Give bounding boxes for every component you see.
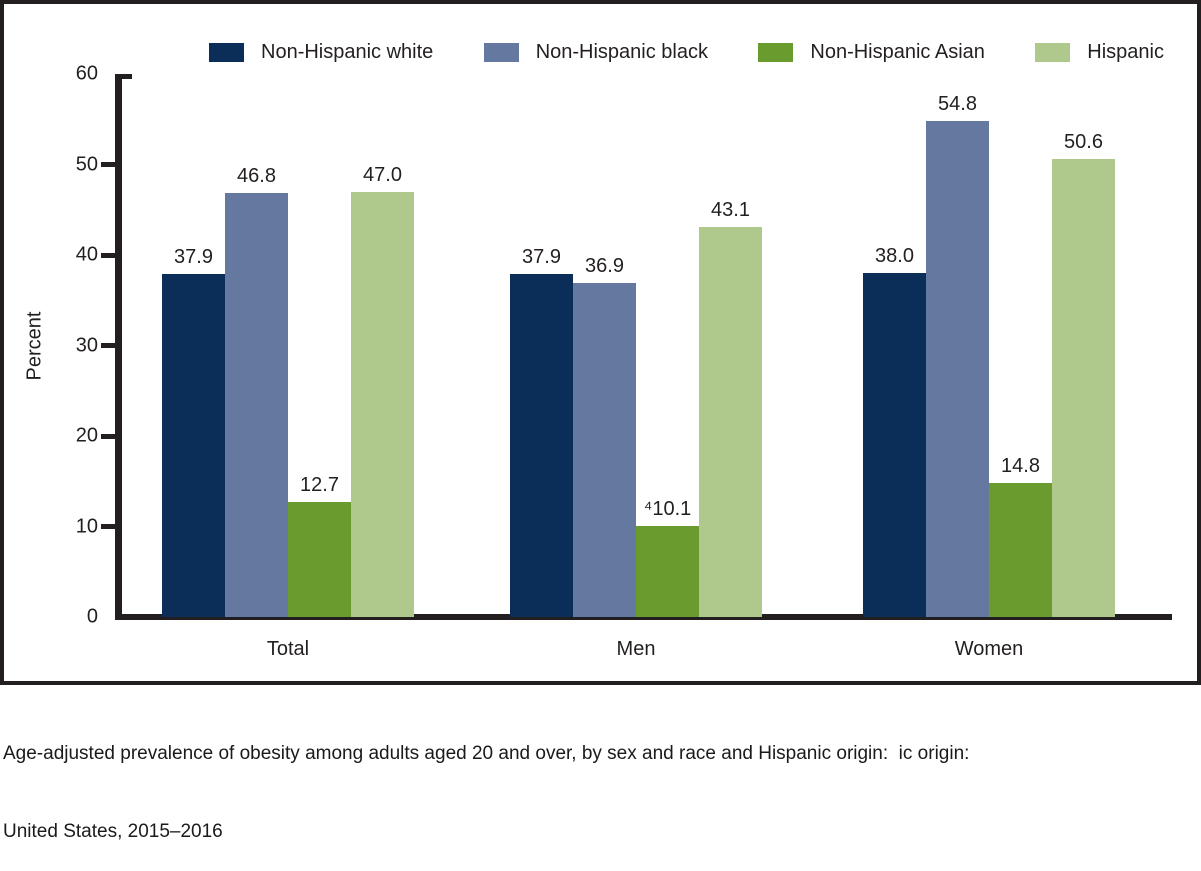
y-axis-tick-label: 10 <box>75 515 98 537</box>
bar-value-label: 14.8 <box>1001 455 1040 478</box>
bar: 50.6 <box>1052 131 1115 617</box>
y-axis-tick-label: 40 <box>75 243 98 266</box>
x-axis-category-label: Total <box>266 638 310 660</box>
bar-group-men: 37.9 36.9 ⁴10.1 43.1 <box>510 74 762 617</box>
legend-item: Non-Hispanic black <box>483 40 708 64</box>
bar-value-label: 37.9 <box>174 246 213 269</box>
legend-swatch-icon <box>1035 42 1071 62</box>
bar-value-label: 54.8 <box>938 93 977 116</box>
bar-value-label: ⁴10.1 <box>643 497 692 520</box>
bar-group-women: 38.0 54.8 14.8 50.6 <box>863 74 1115 617</box>
bar-value-label: 43.1 <box>711 198 750 221</box>
bar: ⁴10.1 <box>636 498 699 617</box>
y-axis-top-cap <box>115 74 132 79</box>
y-axis-tick-label: 50 <box>75 153 98 175</box>
legend-item: Hispanic <box>1035 41 1164 64</box>
legend-swatch-icon <box>483 42 519 62</box>
bar: 43.1 <box>699 199 762 617</box>
legend-item: Non-Hispanic white <box>209 41 433 64</box>
bar: 36.9 <box>573 255 636 617</box>
y-axis-tick-label: 30 <box>75 334 98 356</box>
y-axis-title: Percent <box>23 311 46 380</box>
bar: 37.9 <box>510 246 573 617</box>
bar-value-label: 38.0 <box>875 245 914 268</box>
y-axis-tick-label: 20 <box>75 424 98 447</box>
y-axis-line <box>115 74 122 617</box>
legend-label: Non-Hispanic black <box>535 40 708 63</box>
legend-label: Hispanic <box>1087 40 1164 63</box>
y-axis-tick <box>101 343 115 348</box>
y-axis-tick-label: 0 <box>86 605 98 628</box>
bar-value-label: 47.0 <box>363 163 402 186</box>
bar-value-label: 50.6 <box>1064 131 1103 154</box>
legend-swatch-icon <box>758 42 794 62</box>
bar: 54.8 <box>926 93 989 617</box>
bar-group-total: 37.9 46.8 12.7 47.0 <box>162 74 414 617</box>
x-axis-category-label: Women <box>954 638 1024 660</box>
bar-value-label: 12.7 <box>300 474 339 497</box>
bar: 47.0 <box>351 164 414 617</box>
bar-value-label: 46.8 <box>237 165 276 188</box>
y-axis-tick <box>101 433 115 439</box>
y-axis-tick <box>101 162 115 167</box>
bar: 37.9 <box>162 246 225 617</box>
legend-label: Non-Hispanic Asian <box>810 40 985 63</box>
legend-item: Non-Hispanic Asian <box>758 41 985 64</box>
legend-swatch-icon <box>209 42 244 62</box>
bar-value-label: 36.9 <box>585 255 624 278</box>
y-axis-tick <box>101 524 115 529</box>
bar: 46.8 <box>225 165 288 617</box>
bar: 14.8 <box>989 455 1052 617</box>
bar: 38.0 <box>863 245 926 617</box>
legend-label: Non-Hispanic white <box>261 40 434 63</box>
bar: 12.7 <box>288 474 351 617</box>
chart-frame: Non-Hispanic white Non-Hispanic black Non-… <box>0 0 1201 685</box>
plot-area: Percent 0 10 20 30 40 50 60 37.9 46.8 12.7 47.0 Tot… <box>24 63 1172 660</box>
y-axis-tick-label: 60 <box>75 62 98 85</box>
caption-line-1: Age-adjusted prevalence of obesity among… <box>3 743 970 764</box>
x-axis-category-label: Men <box>616 638 656 660</box>
legend: Non-Hispanic white Non-Hispanic black Non-… <box>209 41 1164 63</box>
caption-line-2: United States, 2015–2016 <box>3 821 223 842</box>
y-axis-tick <box>101 252 115 258</box>
x-axis-line <box>115 614 1172 620</box>
bar-value-label: 37.9 <box>522 246 561 269</box>
figure-caption: Age-adjusted prevalence of obesity among… <box>3 689 1198 871</box>
